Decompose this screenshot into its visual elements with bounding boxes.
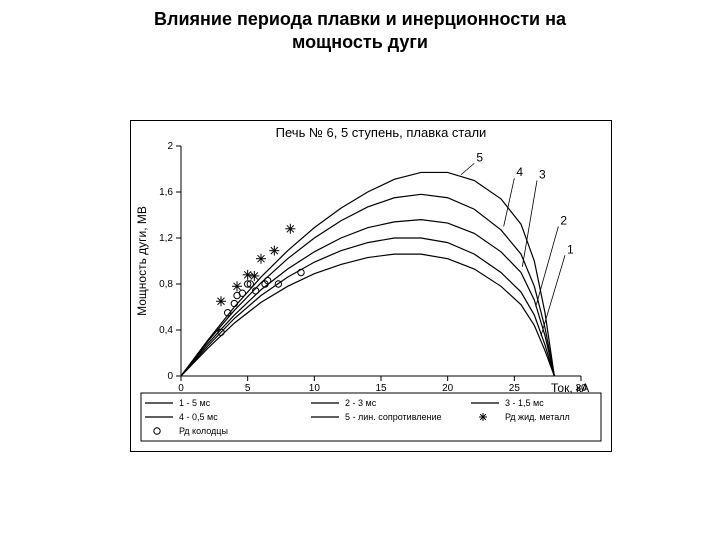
series-curve1: [181, 254, 554, 376]
legend-label: Рд жид. металл: [505, 412, 570, 422]
curve-label-leader: [536, 227, 559, 308]
scatter-rd_kolodtsy-marker: [239, 290, 245, 296]
chart-svg: Печь № 6, 5 ступень, плавка стали0510152…: [131, 121, 611, 451]
y-tick-label: 0,4: [159, 325, 173, 336]
y-tick-label: 1,2: [159, 233, 173, 244]
scatter-rd_kolodtsy-marker: [231, 300, 237, 306]
scatter-rd_zhid-marker: [243, 270, 253, 280]
x-tick-label: 25: [509, 383, 521, 394]
x-tick-label: 15: [375, 383, 387, 394]
figure-frame: Печь № 6, 5 ступень, плавка стали0510152…: [130, 120, 612, 452]
y-tick-label: 2: [167, 141, 173, 152]
legend-swatch-asterisk: [479, 413, 487, 421]
scatter-rd_zhid-marker: [249, 271, 259, 281]
curve-label-leader: [541, 255, 565, 336]
curve-label: 4: [516, 165, 523, 179]
scatter-rd_zhid-marker: [232, 281, 242, 291]
page-root: Влияние периода плавки и инерционности н…: [0, 0, 720, 540]
page-title: Влияние периода плавки и инерционности н…: [0, 8, 720, 53]
y-axis-label: Мощность дуги, МВ: [135, 206, 149, 316]
chart-inner-title: Печь № 6, 5 ступень, плавка стали: [276, 125, 487, 140]
legend-label: 2 - 3 мс: [345, 398, 377, 408]
curve-label: 5: [476, 150, 483, 164]
page-title-line2: мощность дуги: [292, 32, 428, 52]
curve-label: 1: [567, 242, 574, 256]
x-tick-label: 0: [178, 383, 184, 394]
curve-label-leader: [504, 178, 515, 226]
legend-label: 1 - 5 мс: [179, 398, 211, 408]
x-tick-label: 5: [245, 383, 251, 394]
x-tick-label: 10: [309, 383, 321, 394]
curve-label-leader: [461, 163, 474, 175]
curve-label: 2: [560, 214, 567, 228]
scatter-rd_zhid-marker: [285, 224, 295, 234]
x-tick-label: 20: [442, 383, 454, 394]
legend-label: 3 - 1,5 мс: [505, 398, 544, 408]
legend-swatch-circle: [154, 428, 160, 434]
scatter-rd_zhid-marker: [216, 296, 226, 306]
scatter-rd_zhid-marker: [256, 254, 266, 264]
curve-label-leader: [522, 181, 537, 267]
y-tick-label: 1,6: [159, 187, 173, 198]
scatter-rd_zhid-marker: [269, 246, 279, 256]
legend-label: Рд колодцы: [179, 426, 228, 436]
legend-label: 5 - лин. сопротивление: [345, 412, 442, 422]
curve-label: 3: [539, 168, 546, 182]
y-tick-label: 0: [167, 371, 173, 382]
series-curve5: [181, 172, 554, 376]
legend-label: 4 - 0,5 мс: [179, 412, 218, 422]
page-title-line1: Влияние периода плавки и инерционности н…: [154, 9, 566, 29]
y-tick-label: 0,8: [159, 279, 173, 290]
